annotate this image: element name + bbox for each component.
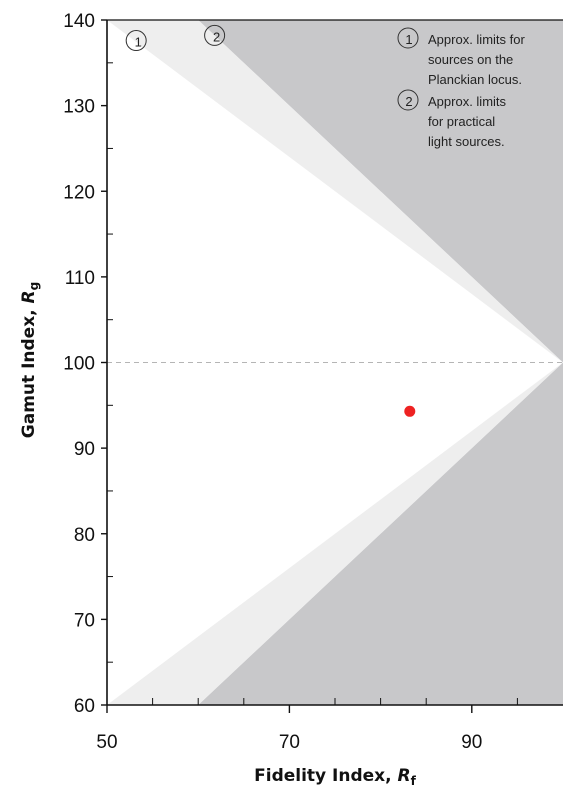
y-tick-label: 80 bbox=[74, 525, 95, 546]
legend-marker-circle bbox=[397, 89, 419, 111]
data-points bbox=[404, 405, 416, 417]
legend-text-line: light sources. bbox=[428, 134, 505, 149]
y-tick-label: 90 bbox=[74, 439, 95, 460]
legend-text-line: for practical bbox=[428, 114, 495, 129]
y-tick-label: 110 bbox=[65, 268, 95, 289]
legend-marker-number: 1 bbox=[405, 32, 412, 47]
shade-region-upper-inner bbox=[107, 20, 563, 363]
data-point bbox=[404, 405, 416, 417]
legend-text-line: Approx. limits bbox=[428, 94, 507, 109]
y-tick-label: 60 bbox=[74, 696, 95, 717]
y-tick-label: 130 bbox=[63, 97, 95, 118]
x-tick-label: 90 bbox=[461, 732, 482, 753]
x-axis-title: Fidelity Index, Rf bbox=[254, 766, 416, 788]
y-axis-title: Gamut Index, Rg bbox=[19, 282, 41, 438]
y-tick-label: 100 bbox=[63, 354, 95, 375]
axis-ticks: 60 70 80 90 100 110 120 130 140 50 70 90 bbox=[63, 11, 518, 753]
legend-marker-circle bbox=[397, 27, 419, 49]
region-marker-number: 2 bbox=[213, 29, 220, 44]
y-tick-label: 120 bbox=[63, 182, 95, 203]
legend-text-line: Approx. limits for bbox=[428, 32, 525, 47]
region-marker-circle bbox=[204, 24, 226, 46]
x-tick-label: 70 bbox=[279, 732, 300, 753]
legend: 1 Approx. limits for sources on the Plancki… bbox=[397, 27, 525, 149]
x-tick-label: 50 bbox=[96, 732, 117, 753]
legend-text-line: sources on the bbox=[428, 52, 513, 67]
legend-text-line: Planckian locus. bbox=[428, 72, 522, 87]
region-marker-number: 1 bbox=[135, 35, 142, 50]
region-marker-circle bbox=[125, 30, 147, 52]
y-tick-label: 70 bbox=[74, 610, 95, 631]
shade-region-lower-inner bbox=[107, 362, 563, 705]
y-tick-label: 140 bbox=[63, 11, 95, 32]
plot-regions bbox=[107, 20, 563, 705]
legend-marker-number: 2 bbox=[405, 94, 412, 109]
